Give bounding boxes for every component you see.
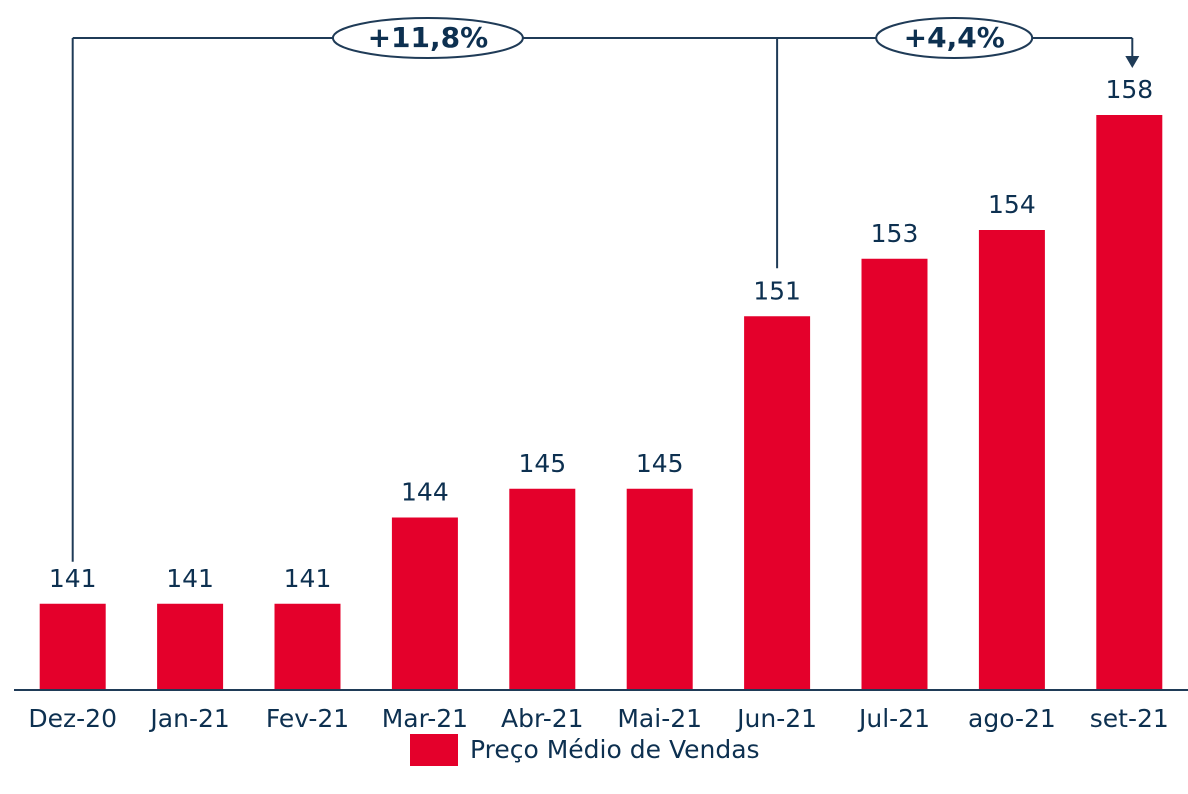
arrow-head	[1125, 56, 1140, 68]
value-label: 145	[636, 449, 684, 478]
bar	[978, 230, 1045, 690]
x-tick-label: Abr-21	[501, 704, 583, 733]
value-label: 145	[518, 449, 566, 478]
legend-swatch	[410, 734, 458, 766]
x-tick-label: Dez-20	[28, 704, 117, 733]
value-label: 141	[166, 564, 214, 593]
bar	[39, 603, 106, 690]
value-label: 153	[871, 219, 919, 248]
bar	[744, 316, 811, 690]
x-tick-label: Jan-21	[148, 704, 229, 733]
value-label: 154	[988, 190, 1036, 219]
x-tick-label: set-21	[1090, 704, 1169, 733]
value-label: 158	[1105, 75, 1153, 104]
bar	[157, 603, 224, 690]
legend-label: Preço Médio de Vendas	[470, 735, 760, 764]
x-tick-label: ago-21	[968, 704, 1056, 733]
annotation-ellipse	[875, 17, 1034, 59]
value-label: 151	[753, 276, 801, 305]
annotation-ellipse	[331, 17, 524, 59]
x-tick-label: Jun-21	[735, 704, 817, 733]
bar	[626, 488, 693, 690]
x-tick-label: Mar-21	[382, 704, 468, 733]
annotation: +11,8%	[368, 21, 489, 54]
x-tick-label: Mai-21	[617, 704, 702, 733]
x-tick-label: Fev-21	[266, 704, 349, 733]
value-label: 141	[284, 564, 332, 593]
x-tick-label: Jul-21	[857, 704, 930, 733]
value-label: 144	[401, 478, 449, 507]
annotation: +4,4%	[904, 21, 1005, 54]
bar	[274, 603, 341, 690]
value-label: 141	[49, 564, 97, 593]
bar	[509, 488, 576, 690]
bar	[1096, 115, 1163, 690]
bar	[391, 517, 458, 690]
bar	[861, 258, 928, 690]
